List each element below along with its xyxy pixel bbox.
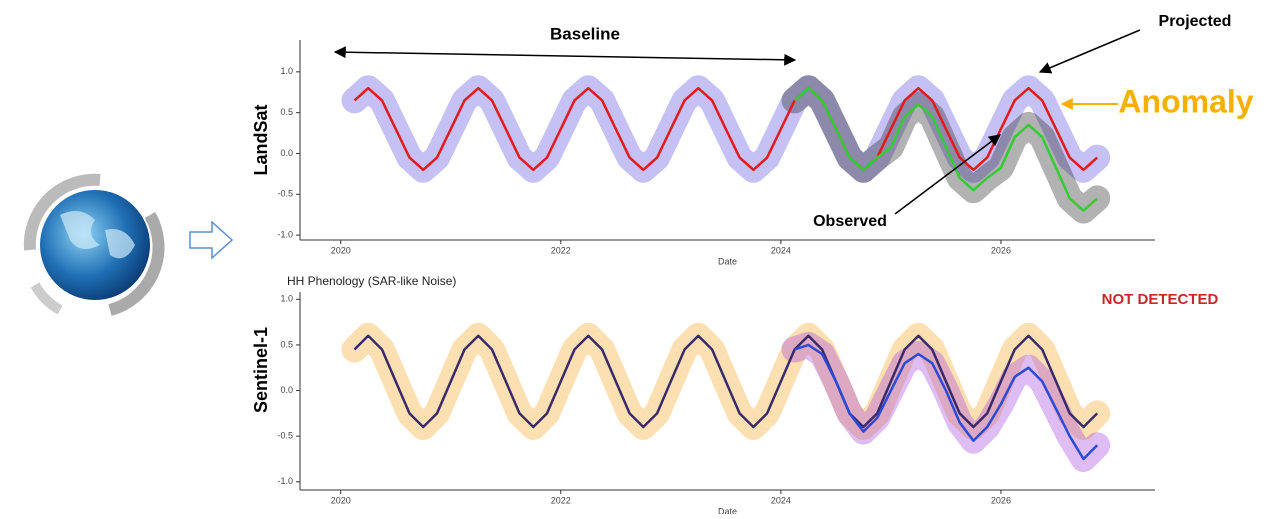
y-tick-label: -1.0 [277, 476, 293, 486]
line [793, 86, 1099, 212]
x-tick-label: 2022 [551, 245, 571, 255]
y-tick-label: 0.0 [280, 385, 293, 395]
plots: 1.0 0.5 0.0 -0.5 -1.0 2020 2022 2024 2026 Date Lan… [251, 40, 1155, 516]
annotation: Observed [813, 213, 887, 230]
y-tick-label: 1.0 [280, 66, 293, 76]
x-tick-label: 2024 [771, 495, 791, 505]
x-tick-label: 2024 [771, 245, 791, 255]
y-tick-label: 1.0 [280, 294, 293, 304]
y-tick-label: 0.0 [280, 148, 293, 158]
x-tick-label: 2022 [551, 495, 571, 505]
observed-arrow [894, 134, 1001, 215]
x-tick-label: 2020 [331, 495, 351, 505]
x-axis-label: Date [718, 256, 737, 266]
x-tick-label: 2026 [991, 245, 1011, 255]
y-axis-label: Sentinel-1 [251, 327, 271, 413]
annotation: Anomaly [1118, 83, 1253, 119]
annotation: Baseline [550, 24, 620, 43]
y-tick-label: 0.5 [280, 107, 293, 117]
y-tick-label: -0.5 [277, 431, 293, 441]
y-axis-label: LandSat [251, 104, 271, 175]
baseline-arrow [333, 46, 797, 66]
x-axis-label: Date [718, 506, 737, 514]
y-tick-label: -1.0 [277, 229, 293, 239]
x-tick-label: 2020 [331, 245, 351, 255]
line [794, 343, 1099, 461]
chart-title: HH Phenology (SAR-like Noise) [287, 274, 456, 288]
y-tick-label: -0.5 [277, 189, 293, 199]
flow-arrow [189, 220, 234, 260]
annotation: NOT DETECTED [1102, 291, 1219, 308]
line [353, 334, 1099, 429]
annotation: Projected [1159, 13, 1232, 30]
projected-arrow [1038, 29, 1141, 74]
line [353, 86, 1099, 172]
globe-icon [23, 173, 165, 316]
x-tick-label: 2026 [991, 495, 1011, 505]
y-tick-label: 0.5 [280, 339, 293, 349]
